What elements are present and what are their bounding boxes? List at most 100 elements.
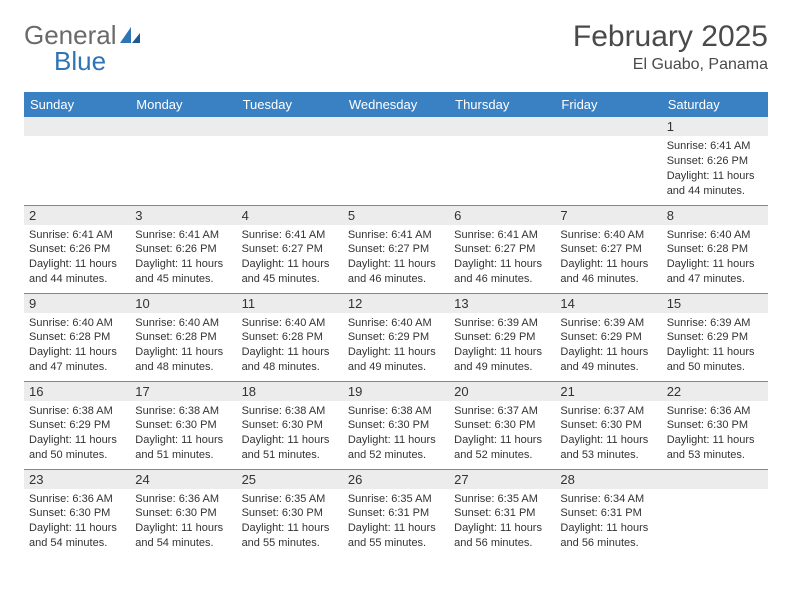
day-detail-line: Daylight: 11 hours and 45 minutes. [242, 257, 338, 287]
day-number [662, 470, 768, 489]
day-number [24, 117, 130, 136]
day-details: Sunrise: 6:38 AMSunset: 6:30 PMDaylight:… [343, 401, 449, 467]
day-detail-line: Sunset: 6:30 PM [454, 418, 550, 433]
day-details: Sunrise: 6:36 AMSunset: 6:30 PMDaylight:… [130, 489, 236, 555]
day-number: 24 [130, 470, 236, 489]
day-number: 10 [130, 294, 236, 313]
day-detail-line: Sunrise: 6:40 AM [242, 316, 338, 331]
day-details: Sunrise: 6:36 AMSunset: 6:30 PMDaylight:… [662, 401, 768, 467]
calendar-day: 5Sunrise: 6:41 AMSunset: 6:27 PMDaylight… [343, 205, 449, 293]
calendar-table: Sunday Monday Tuesday Wednesday Thursday… [24, 92, 768, 557]
day-details: Sunrise: 6:36 AMSunset: 6:30 PMDaylight:… [24, 489, 130, 555]
day-number: 8 [662, 206, 768, 225]
calendar-day: 15Sunrise: 6:39 AMSunset: 6:29 PMDayligh… [662, 293, 768, 381]
day-detail-line: Sunset: 6:30 PM [242, 418, 338, 433]
day-number: 12 [343, 294, 449, 313]
day-detail-line: Sunset: 6:26 PM [29, 242, 125, 257]
day-number: 25 [237, 470, 343, 489]
day-detail-line: Sunrise: 6:38 AM [348, 404, 444, 419]
day-detail-line: Daylight: 11 hours and 45 minutes. [135, 257, 231, 287]
day-details: Sunrise: 6:40 AMSunset: 6:28 PMDaylight:… [130, 313, 236, 379]
day-detail-line: Sunrise: 6:35 AM [454, 492, 550, 507]
day-detail-line: Sunrise: 6:37 AM [560, 404, 656, 419]
day-detail-line: Sunset: 6:30 PM [242, 506, 338, 521]
day-number [449, 117, 555, 136]
day-detail-line: Daylight: 11 hours and 46 minutes. [560, 257, 656, 287]
day-number: 13 [449, 294, 555, 313]
calendar-day: 18Sunrise: 6:38 AMSunset: 6:30 PMDayligh… [237, 381, 343, 469]
day-number: 17 [130, 382, 236, 401]
calendar-day [24, 117, 130, 205]
day-header: Thursday [449, 92, 555, 117]
day-number: 28 [555, 470, 661, 489]
day-detail-line: Sunset: 6:28 PM [135, 330, 231, 345]
day-details: Sunrise: 6:37 AMSunset: 6:30 PMDaylight:… [449, 401, 555, 467]
day-detail-line: Daylight: 11 hours and 47 minutes. [667, 257, 763, 287]
day-detail-line: Sunrise: 6:40 AM [29, 316, 125, 331]
day-detail-line: Daylight: 11 hours and 51 minutes. [242, 433, 338, 463]
day-detail-line: Daylight: 11 hours and 44 minutes. [29, 257, 125, 287]
day-detail-line: Sunset: 6:28 PM [242, 330, 338, 345]
calendar-week: 9Sunrise: 6:40 AMSunset: 6:28 PMDaylight… [24, 293, 768, 381]
calendar-day: 19Sunrise: 6:38 AMSunset: 6:30 PMDayligh… [343, 381, 449, 469]
day-detail-line: Daylight: 11 hours and 56 minutes. [454, 521, 550, 551]
calendar-day: 7Sunrise: 6:40 AMSunset: 6:27 PMDaylight… [555, 205, 661, 293]
day-detail-line: Sunrise: 6:39 AM [454, 316, 550, 331]
calendar-day [343, 117, 449, 205]
day-detail-line: Sunrise: 6:35 AM [242, 492, 338, 507]
calendar-day: 16Sunrise: 6:38 AMSunset: 6:29 PMDayligh… [24, 381, 130, 469]
day-details: Sunrise: 6:41 AMSunset: 6:26 PMDaylight:… [130, 225, 236, 291]
day-number: 5 [343, 206, 449, 225]
day-detail-line: Sunset: 6:27 PM [560, 242, 656, 257]
day-header: Wednesday [343, 92, 449, 117]
day-number: 9 [24, 294, 130, 313]
day-number: 15 [662, 294, 768, 313]
day-header: Sunday [24, 92, 130, 117]
day-header: Saturday [662, 92, 768, 117]
day-detail-line: Sunrise: 6:40 AM [135, 316, 231, 331]
calendar-day: 28Sunrise: 6:34 AMSunset: 6:31 PMDayligh… [555, 469, 661, 557]
calendar-day: 23Sunrise: 6:36 AMSunset: 6:30 PMDayligh… [24, 469, 130, 557]
day-detail-line: Sunrise: 6:41 AM [29, 228, 125, 243]
calendar-day: 17Sunrise: 6:38 AMSunset: 6:30 PMDayligh… [130, 381, 236, 469]
day-detail-line: Sunrise: 6:41 AM [242, 228, 338, 243]
day-details: Sunrise: 6:41 AMSunset: 6:27 PMDaylight:… [449, 225, 555, 291]
day-detail-line: Sunset: 6:29 PM [454, 330, 550, 345]
calendar-day: 25 Sunrise: 6:35 AMSunset: 6:30 PMDayligh… [237, 469, 343, 557]
day-detail-line: Sunset: 6:28 PM [29, 330, 125, 345]
day-header-row: Sunday Monday Tuesday Wednesday Thursday… [24, 92, 768, 117]
calendar-day: 6Sunrise: 6:41 AMSunset: 6:27 PMDaylight… [449, 205, 555, 293]
day-details: Sunrise: 6:40 AMSunset: 6:28 PMDaylight:… [237, 313, 343, 379]
day-detail-line: Sunrise: 6:36 AM [29, 492, 125, 507]
day-detail-line: Daylight: 11 hours and 44 minutes. [667, 169, 763, 199]
day-details: Sunrise: 6:40 AMSunset: 6:28 PMDaylight:… [662, 225, 768, 291]
day-number: 2 [24, 206, 130, 225]
calendar-day: 1Sunrise: 6:41 AMSunset: 6:26 PMDaylight… [662, 117, 768, 205]
day-number: 16 [24, 382, 130, 401]
day-detail-line: Sunrise: 6:40 AM [667, 228, 763, 243]
calendar-day: 9Sunrise: 6:40 AMSunset: 6:28 PMDaylight… [24, 293, 130, 381]
day-detail-line: Sunrise: 6:36 AM [135, 492, 231, 507]
day-details: Sunrise: 6:41 AMSunset: 6:27 PMDaylight:… [343, 225, 449, 291]
day-header: Monday [130, 92, 236, 117]
day-number: 26 [343, 470, 449, 489]
day-detail-line: Sunset: 6:30 PM [135, 418, 231, 433]
day-header: Tuesday [237, 92, 343, 117]
day-detail-line: Sunrise: 6:41 AM [667, 139, 763, 154]
calendar-day: 21Sunrise: 6:37 AMSunset: 6:30 PMDayligh… [555, 381, 661, 469]
day-detail-line: Sunset: 6:31 PM [454, 506, 550, 521]
calendar-day: 8Sunrise: 6:40 AMSunset: 6:28 PMDaylight… [662, 205, 768, 293]
day-detail-line: Daylight: 11 hours and 55 minutes. [242, 521, 338, 551]
calendar-day [555, 117, 661, 205]
day-number: 7 [555, 206, 661, 225]
day-detail-line: Sunrise: 6:41 AM [135, 228, 231, 243]
day-detail-line: Daylight: 11 hours and 54 minutes. [29, 521, 125, 551]
day-number [237, 117, 343, 136]
calendar-day: 2 Sunrise: 6:41 AMSunset: 6:26 PMDaylight… [24, 205, 130, 293]
day-number: 19 [343, 382, 449, 401]
day-detail-line: Sunrise: 6:35 AM [348, 492, 444, 507]
day-number [130, 117, 236, 136]
day-detail-line: Daylight: 11 hours and 48 minutes. [242, 345, 338, 375]
day-detail-line: Sunset: 6:27 PM [454, 242, 550, 257]
day-number: 22 [662, 382, 768, 401]
